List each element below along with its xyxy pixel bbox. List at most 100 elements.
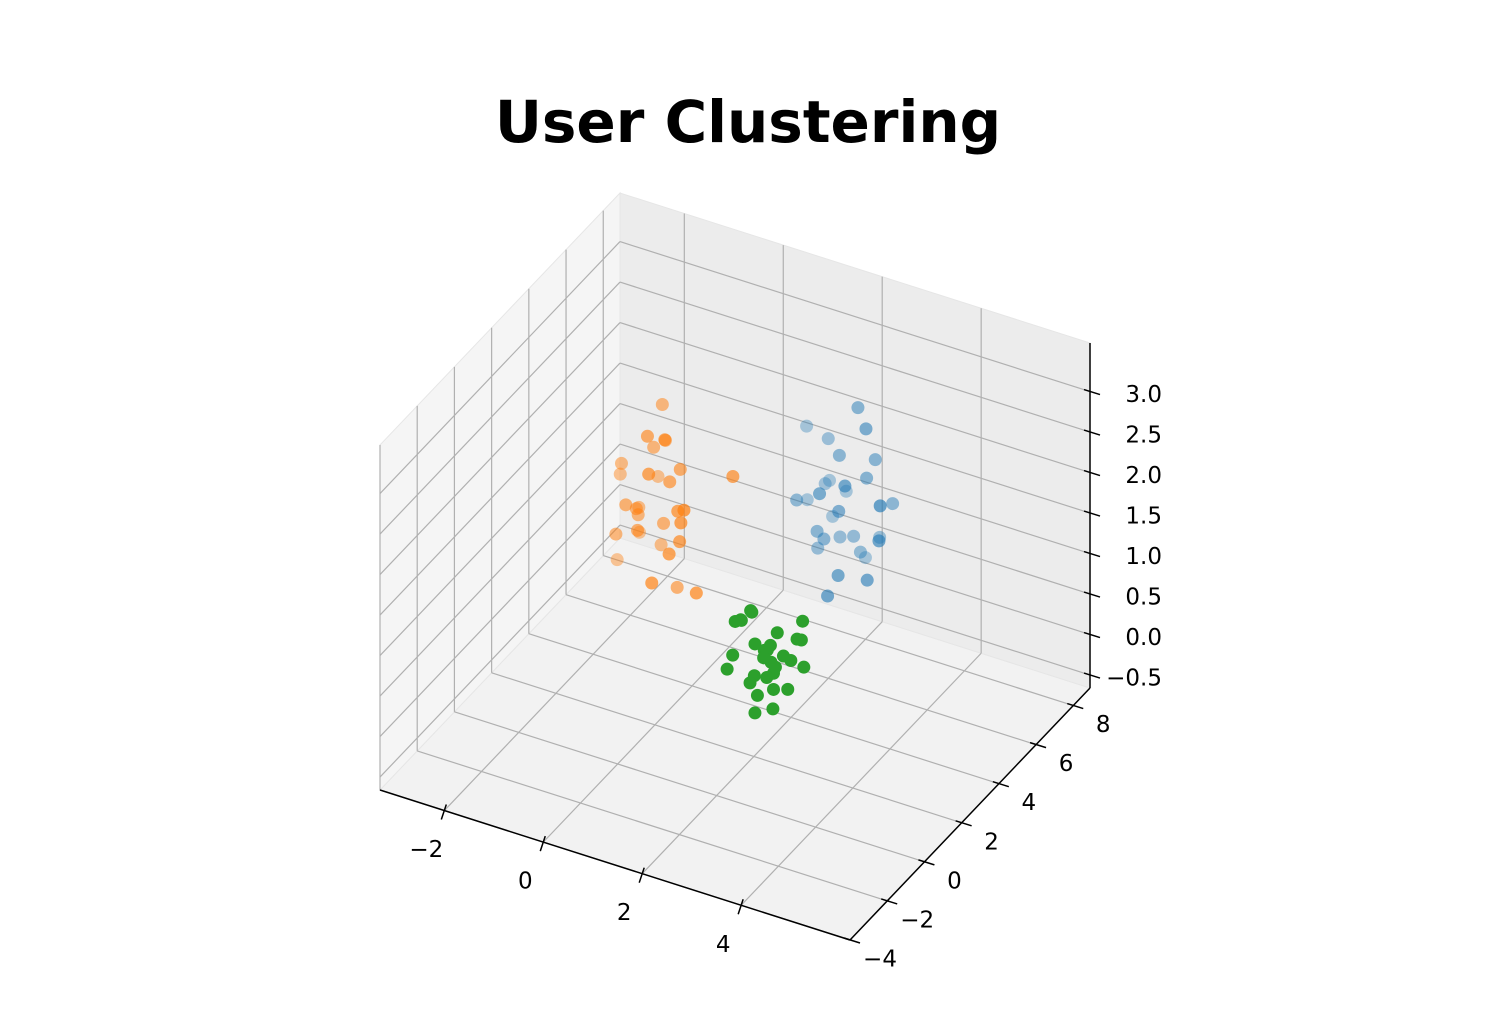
grid-line: [619, 483, 1091, 636]
y-tick: [1067, 702, 1084, 710]
grid-line: [619, 362, 1091, 514]
point: [868, 453, 882, 467]
grid-line: [379, 484, 621, 737]
grid-line: [379, 281, 621, 535]
point: [860, 471, 874, 485]
point: [720, 662, 734, 676]
point: [781, 682, 795, 696]
point: [748, 637, 762, 651]
grid-line: [379, 403, 621, 656]
point: [823, 473, 837, 487]
grid-line: [619, 524, 1091, 676]
z-tick: [1083, 388, 1101, 396]
point: [838, 479, 852, 493]
y-tick-label: 8: [1096, 712, 1111, 738]
point: [821, 432, 835, 446]
point: [768, 660, 782, 674]
point: [817, 532, 831, 546]
point: [886, 497, 900, 511]
grid-line: [619, 402, 1091, 555]
point: [734, 613, 748, 627]
point: [832, 504, 846, 518]
y-tick-label: 6: [1059, 751, 1074, 777]
point: [750, 688, 764, 702]
point: [673, 535, 687, 549]
x-tick: [440, 804, 448, 820]
z-tick: [1083, 510, 1101, 517]
point: [797, 660, 811, 674]
point: [655, 397, 669, 411]
y-tick: [880, 898, 898, 905]
point: [642, 467, 656, 481]
z-tick-label: 3.0: [1125, 382, 1162, 408]
point: [663, 475, 677, 489]
point: [833, 530, 847, 544]
grid-line: [619, 281, 1091, 433]
grid-line: [528, 633, 1000, 785]
y-tick-label: −4: [863, 947, 897, 973]
point: [743, 676, 757, 690]
point: [810, 524, 824, 538]
grid-line: [417, 750, 888, 902]
y-tick: [955, 820, 972, 827]
point: [853, 545, 867, 559]
y-tick-label: 2: [984, 829, 999, 855]
z-tick: [1083, 591, 1101, 598]
grid-line: [379, 443, 621, 697]
point: [726, 648, 740, 662]
grid-line: [641, 621, 883, 875]
point: [658, 433, 672, 447]
point: [784, 653, 798, 667]
y-tick: [918, 859, 935, 866]
point: [631, 523, 645, 537]
grid-line: [619, 443, 1091, 595]
point: [872, 534, 886, 548]
point: [726, 469, 740, 483]
point: [770, 626, 784, 640]
point: [689, 586, 703, 600]
z-tick-label: 1.0: [1125, 544, 1162, 570]
z-tick: [1083, 631, 1101, 639]
point: [818, 477, 832, 491]
z-tick: [1083, 429, 1101, 436]
y-axis: [849, 687, 1091, 941]
grid-line: [443, 558, 685, 811]
point: [757, 651, 771, 665]
point: [831, 569, 845, 583]
grid-line: [542, 589, 784, 843]
grid-line: [740, 652, 982, 906]
y-tick-label: 4: [1022, 790, 1037, 816]
point: [745, 605, 759, 619]
point: [662, 547, 676, 561]
point: [748, 706, 762, 720]
point: [796, 614, 810, 628]
z-tick: [1083, 672, 1101, 679]
point: [674, 516, 688, 530]
x-tick: [737, 899, 744, 915]
point: [654, 538, 668, 552]
z-tick: [1083, 550, 1101, 558]
point: [821, 589, 835, 603]
grid-line: [379, 362, 621, 616]
point: [851, 401, 865, 415]
point: [647, 440, 661, 454]
point: [858, 551, 872, 565]
point: [800, 419, 814, 433]
point: [651, 469, 665, 483]
point: [673, 462, 687, 476]
point: [832, 448, 846, 462]
z-tick: [1083, 469, 1101, 477]
z-tick-label: −0.5: [1106, 666, 1162, 692]
point: [613, 467, 627, 481]
grid-line: [379, 524, 621, 778]
y-tick: [992, 781, 1010, 788]
z-tick-label: 2.5: [1125, 423, 1162, 449]
point: [631, 508, 645, 522]
point: [640, 429, 654, 443]
point: [847, 529, 861, 543]
y-tick-label: −2: [900, 907, 934, 933]
point: [657, 516, 671, 530]
x-tick-label: 4: [716, 932, 731, 958]
point: [763, 638, 777, 652]
point: [860, 573, 874, 587]
